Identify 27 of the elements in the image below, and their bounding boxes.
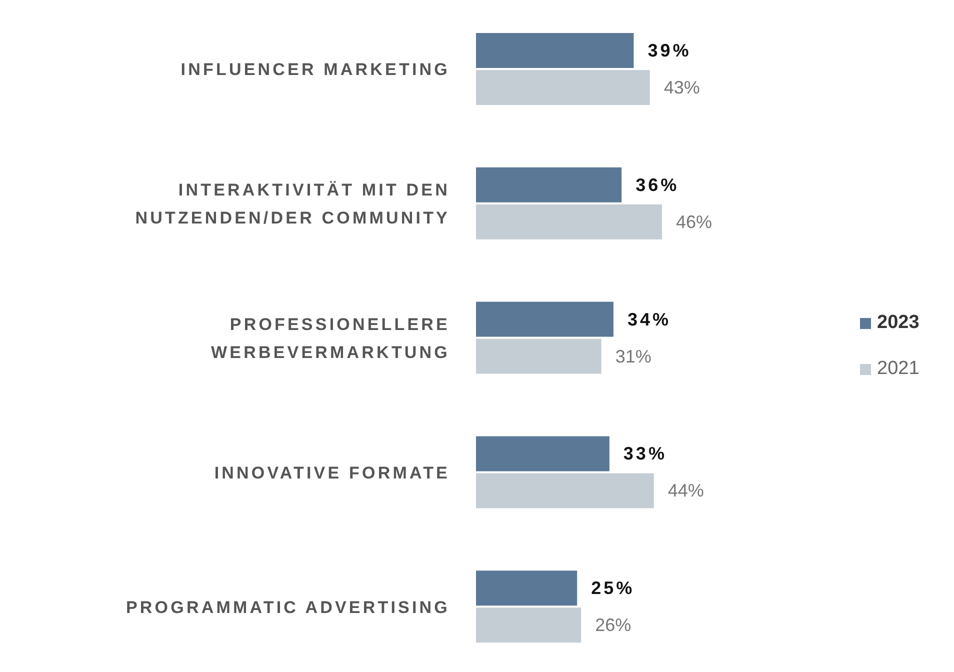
- y-tick-label: PROFESSIONELLERE WERBEVERMARKTUNG: [211, 314, 450, 362]
- bar: [476, 70, 650, 105]
- y-tick-label: PROGRAMMATIC ADVERTISING: [126, 597, 450, 616]
- bar: [476, 436, 610, 472]
- data-label: 34%: [627, 309, 672, 330]
- bar: [476, 473, 654, 508]
- bar: [476, 338, 602, 374]
- data-label: 43%: [664, 78, 700, 98]
- bar: [476, 302, 614, 337]
- bar: [476, 608, 582, 643]
- bar: [476, 167, 622, 202]
- y-tick-label: INTERAKTIVITÄT MIT DEN NUTZENDEN/DER COMMUNITY: [135, 180, 450, 228]
- data-label: 44%: [668, 480, 704, 501]
- data-label: 31%: [615, 346, 652, 366]
- data-label: 26%: [595, 615, 632, 636]
- bar: [476, 33, 634, 68]
- legend-label: 2021: [876, 357, 920, 381]
- data-label: 33%: [623, 444, 667, 464]
- bar: [476, 204, 662, 240]
- bar: [476, 570, 578, 606]
- y-tick-label: INFLUENCER MARKETING: [180, 60, 450, 79]
- data-label: 46%: [676, 212, 712, 232]
- data-label: 39%: [648, 40, 692, 60]
- y-tick-label: INNOVATIVE FORMATE: [214, 462, 450, 482]
- legend-label: 2023: [876, 311, 920, 335]
- data-label: 36%: [636, 174, 680, 195]
- data-label: 25%: [591, 578, 635, 598]
